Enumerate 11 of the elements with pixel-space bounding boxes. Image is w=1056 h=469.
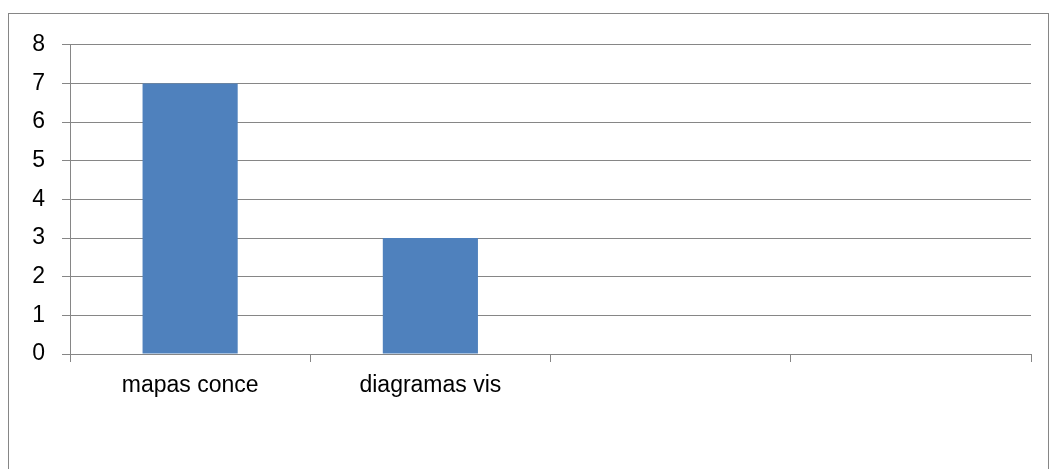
y-tick-label: 1	[32, 300, 45, 327]
x-tick-label: diagramas vis	[359, 371, 502, 398]
y-tick-label: 0	[32, 339, 45, 366]
y-tick-label: 5	[32, 146, 45, 173]
y-tick-label: 4	[32, 184, 46, 211]
y-tick-label: 3	[32, 223, 45, 250]
y-tick-label: 6	[32, 107, 45, 134]
y-tick-label: 8	[32, 30, 45, 57]
y-tick-label: 7	[32, 68, 45, 95]
x-tick-label: mapas conce	[121, 371, 259, 398]
y-tick-label: 2	[32, 262, 45, 289]
